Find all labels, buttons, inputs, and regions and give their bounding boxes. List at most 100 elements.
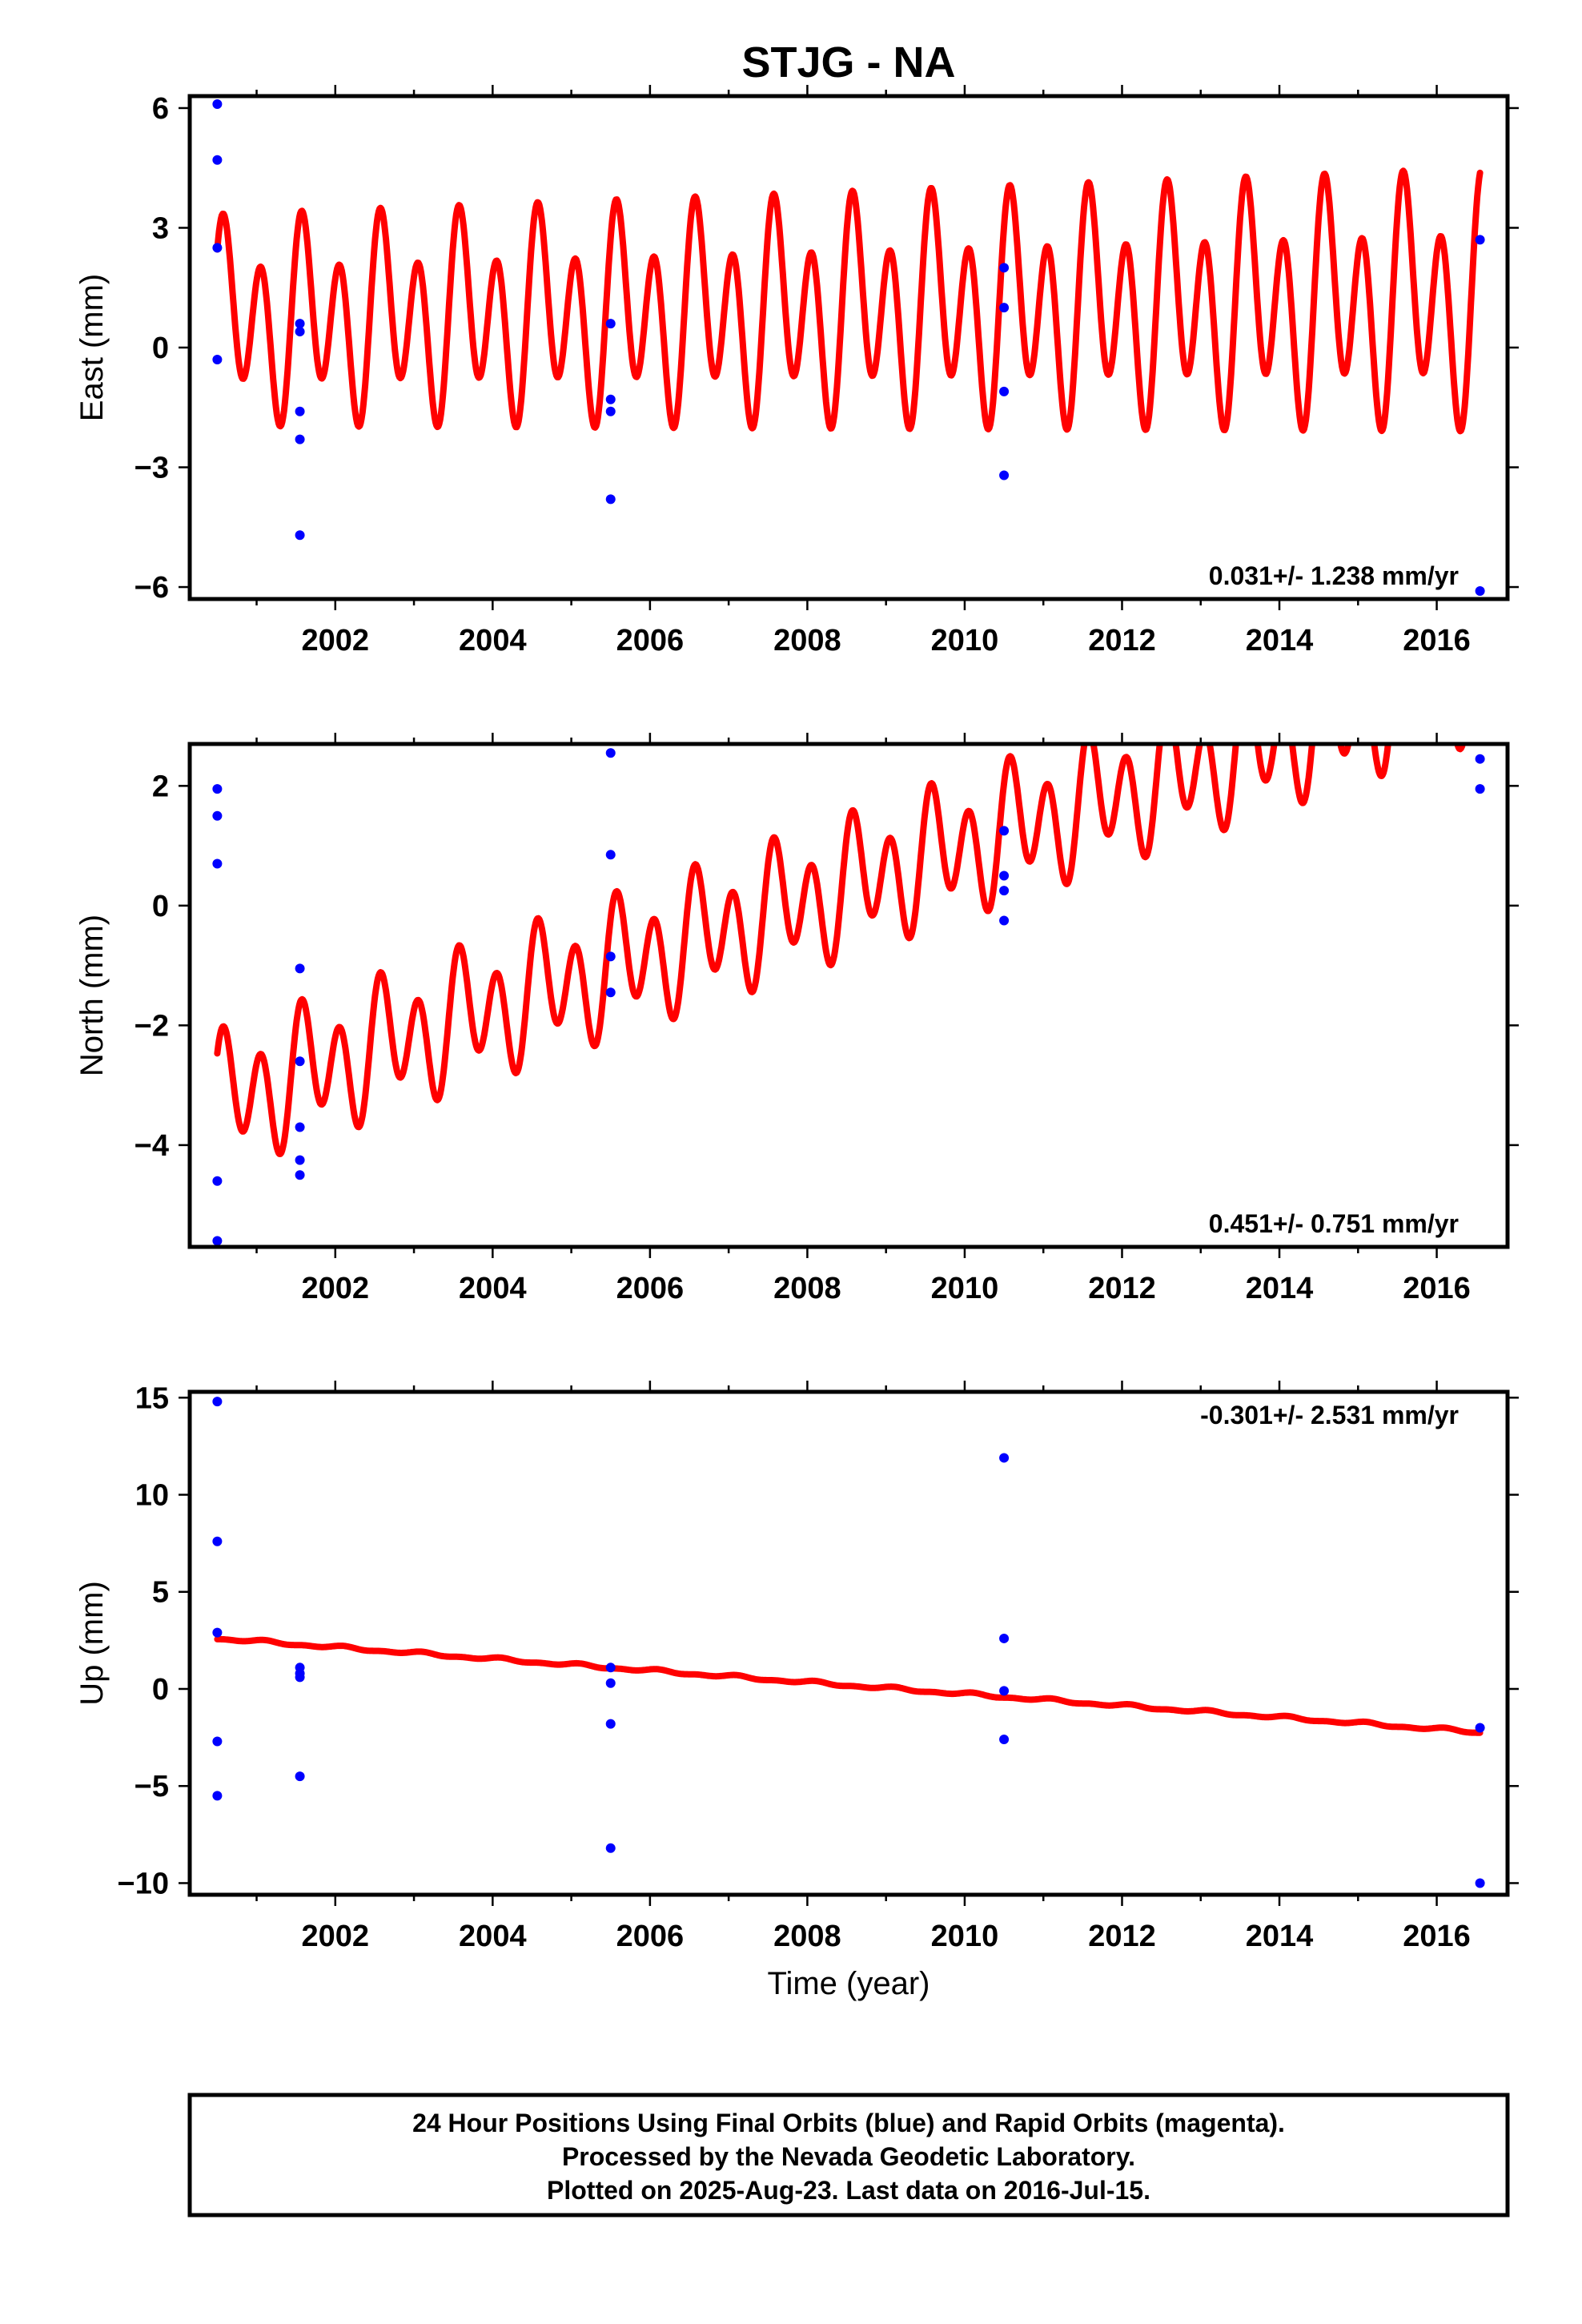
plot-frame bbox=[187, 1389, 1510, 1897]
data-point bbox=[295, 1155, 305, 1165]
x-tick-label: 2004 bbox=[459, 1272, 527, 1305]
data-point bbox=[212, 1236, 223, 1246]
panel-up: 2002 2004 2006 2008 2010 2012 2014 2016 −10 −5 0 5 1… bbox=[74, 1381, 1519, 2001]
x-tick-label: 2002 bbox=[302, 624, 370, 657]
data-point bbox=[605, 850, 616, 860]
x-tick-label: 2008 bbox=[773, 1272, 841, 1305]
caption-box: 24 Hour Positions Using Final Orbits (bl… bbox=[187, 2093, 1510, 2217]
series-final-orbits bbox=[212, 99, 1485, 597]
y-tick-label: 0 bbox=[152, 1673, 169, 1707]
plot-frame bbox=[187, 94, 1510, 601]
x-tick-label: 2012 bbox=[1088, 624, 1156, 657]
data-point bbox=[212, 155, 223, 165]
y-tick-label: 2 bbox=[152, 770, 169, 803]
data-point bbox=[999, 303, 1010, 313]
data-point bbox=[1475, 235, 1485, 245]
caption-line-2: Processed by the Nevada Geodetic Laborat… bbox=[562, 2142, 1135, 2171]
x-tick-label: 2006 bbox=[616, 624, 685, 657]
data-point bbox=[999, 263, 1010, 273]
y-tick-label: 5 bbox=[152, 1576, 169, 1610]
x-tick-label: 2010 bbox=[931, 624, 999, 657]
x-tick-label: 2008 bbox=[773, 1920, 841, 1953]
chart-title: STJG - NA bbox=[741, 38, 955, 86]
data-point bbox=[295, 1672, 305, 1683]
data-point bbox=[605, 748, 616, 758]
x-tick-label: 2010 bbox=[931, 1920, 999, 1953]
x-tick-label: 2004 bbox=[459, 624, 527, 657]
rate-annotation: -0.301+/- 2.531 mm/yr bbox=[1200, 1401, 1459, 1429]
data-point bbox=[1475, 1723, 1485, 1733]
data-point bbox=[212, 1791, 223, 1801]
data-point bbox=[999, 1633, 1010, 1643]
y-tick-label: 15 bbox=[135, 1381, 169, 1415]
x-axis-label: Time (year) bbox=[768, 1966, 930, 2001]
data-point bbox=[1475, 784, 1485, 794]
x-tick-label: 2002 bbox=[302, 1920, 370, 1953]
x-tick-label: 2016 bbox=[1403, 1920, 1471, 1953]
data-point bbox=[212, 1397, 223, 1407]
caption-line-1: 24 Hour Positions Using Final Orbits (bl… bbox=[412, 2109, 1285, 2137]
y-tick-label: 0 bbox=[152, 890, 169, 923]
data-point bbox=[605, 1663, 616, 1673]
y-tick-label: −10 bbox=[118, 1867, 169, 1900]
data-point bbox=[1475, 586, 1485, 597]
data-point bbox=[212, 1627, 223, 1638]
data-point bbox=[212, 243, 223, 253]
series-final-orbits bbox=[212, 1397, 1485, 1888]
data-point bbox=[1475, 754, 1485, 764]
x-tick-label: 2016 bbox=[1403, 624, 1471, 657]
rate-annotation: 0.031+/- 1.238 mm/yr bbox=[1209, 561, 1459, 590]
data-point bbox=[295, 327, 305, 337]
y-axis-label: North (mm) bbox=[74, 915, 110, 1076]
data-point bbox=[999, 886, 1010, 896]
data-point bbox=[605, 319, 616, 329]
y-axis-label: Up (mm) bbox=[74, 1581, 110, 1706]
x-tick-label: 2014 bbox=[1246, 624, 1314, 657]
data-point bbox=[605, 1678, 616, 1688]
y-tick-label: 3 bbox=[152, 211, 169, 245]
data-point bbox=[295, 406, 305, 416]
data-point bbox=[999, 1453, 1010, 1463]
data-point bbox=[605, 406, 616, 416]
panels: 2002 2004 2006 2008 2010 2012 2014 2016−6−3036E… bbox=[74, 85, 1519, 2001]
x-tick-label: 2014 bbox=[1246, 1272, 1314, 1305]
data-point bbox=[295, 1122, 305, 1132]
data-point bbox=[295, 1170, 305, 1180]
panel-east: 2002 2004 2006 2008 2010 2012 2014 2016 −6 −3 0 3 6 E… bbox=[74, 85, 1519, 657]
data-point bbox=[999, 1686, 1010, 1696]
data-point bbox=[212, 810, 223, 821]
data-point bbox=[295, 963, 305, 974]
x-tick-label: 2010 bbox=[931, 1272, 999, 1305]
y-tick-label: 10 bbox=[135, 1479, 169, 1513]
data-point bbox=[605, 1719, 616, 1729]
y-tick-label: −3 bbox=[135, 452, 169, 485]
y-tick-label: −4 bbox=[135, 1129, 169, 1163]
model-fit-line bbox=[214, 167, 1484, 435]
data-point bbox=[999, 915, 1010, 926]
data-point bbox=[605, 494, 616, 505]
data-point bbox=[212, 858, 223, 869]
data-point bbox=[212, 1736, 223, 1747]
panel-north: 2002 2004 2006 2008 2010 2012 2014 2016 −4 −2 0 2 No… bbox=[74, 733, 1519, 1305]
data-point bbox=[605, 951, 616, 962]
x-tick-label: 2004 bbox=[459, 1920, 527, 1953]
model-fit-line bbox=[214, 1635, 1484, 1736]
model-fit-line bbox=[214, 744, 1467, 1157]
y-tick-label: 6 bbox=[152, 92, 169, 126]
y-tick-label: 0 bbox=[152, 332, 169, 365]
y-axis-label: East (mm) bbox=[74, 274, 110, 421]
data-point bbox=[295, 530, 305, 541]
x-tick-label: 2006 bbox=[616, 1920, 685, 1953]
data-point bbox=[212, 354, 223, 364]
x-tick-label: 2016 bbox=[1403, 1272, 1471, 1305]
x-tick-label: 2012 bbox=[1088, 1920, 1156, 1953]
y-tick-label: −2 bbox=[135, 1009, 169, 1043]
data-point bbox=[212, 1176, 223, 1186]
data-point bbox=[212, 784, 223, 794]
x-tick-label: 2006 bbox=[616, 1272, 685, 1305]
series-final-orbits bbox=[212, 748, 1485, 1246]
data-point bbox=[999, 826, 1010, 836]
data-point bbox=[212, 99, 223, 109]
data-point bbox=[605, 394, 616, 404]
data-point bbox=[212, 1536, 223, 1546]
